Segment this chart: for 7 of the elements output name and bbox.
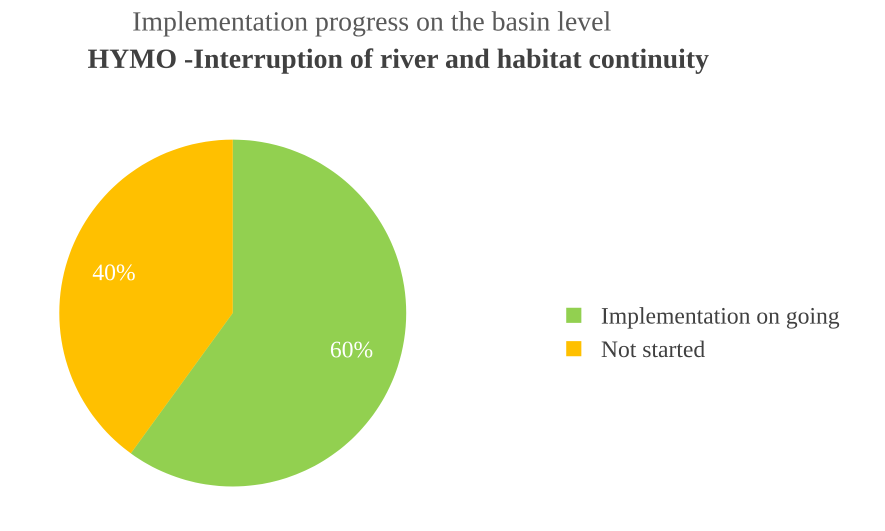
chart-subtitle: HYMO -Interruption of river and habitat continuity <box>88 48 709 74</box>
chart-title: Implementation progress on the basin level <box>133 11 611 37</box>
legend-label: Implementation on going <box>602 307 840 329</box>
data-label: 40% <box>92 264 135 280</box>
pie-slice <box>59 140 233 454</box>
data-label: 60% <box>330 342 372 358</box>
legend-label: Not started <box>602 340 705 358</box>
